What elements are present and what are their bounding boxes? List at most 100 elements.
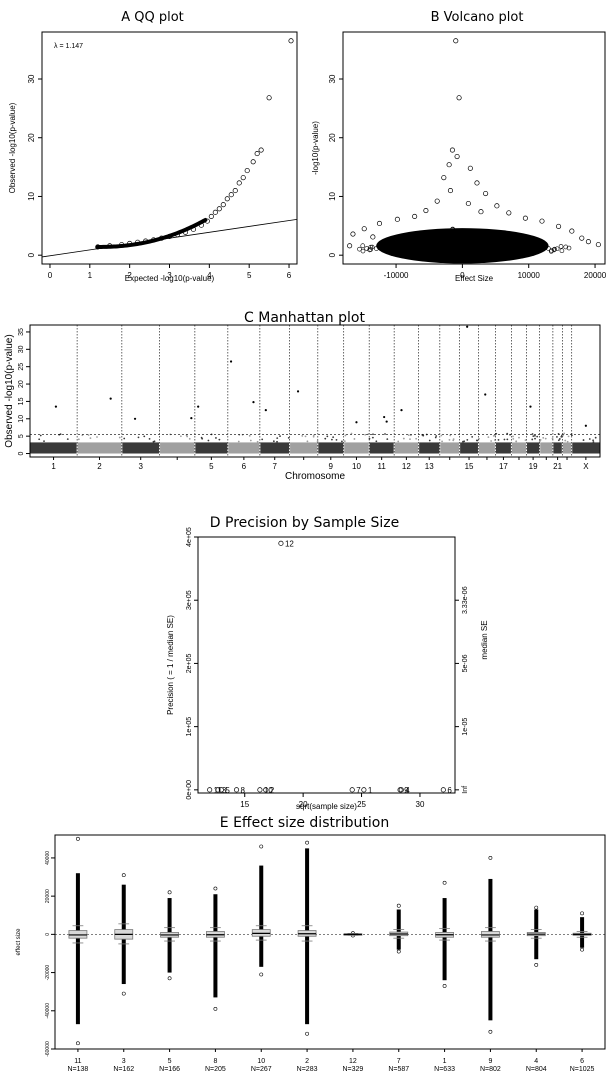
effect-y-axis-label: effect size (16, 928, 22, 956)
volcano-cloud-point (563, 244, 569, 250)
volcano-cloud-point (422, 248, 427, 253)
manhattan-x-tick-label: 9 (329, 462, 334, 471)
qq-point (204, 218, 210, 224)
volcano-cloud-point (507, 240, 512, 246)
volcano-cloud-point (551, 247, 557, 253)
manhattan-point (207, 439, 210, 442)
manhattan-point (324, 437, 327, 440)
manhattan-x-tick-label: 11 (378, 462, 387, 471)
manhattan-x-tick-label: 21 (553, 462, 562, 471)
precision-panel: D Precision by Sample Size 15 20 25 30 0e+00… (0, 510, 609, 811)
effect-outlier-max (167, 890, 172, 895)
volcano-cloud-point (471, 240, 476, 246)
manhattan-point (188, 437, 191, 440)
manhattan-point (503, 438, 506, 441)
precision-point (361, 787, 367, 793)
manhattan-y-tick-label: 0 (18, 451, 25, 455)
volcano-cloud-point (526, 244, 532, 249)
manhattan-point (77, 438, 80, 441)
effect-point-strip (488, 878, 493, 1021)
manhattan-x-tick-label: 6 (242, 462, 247, 471)
volcano-point (595, 242, 601, 248)
manhattan-peak-point (466, 325, 469, 328)
volcano-point (585, 239, 591, 245)
volcano-cloud-point (386, 244, 391, 250)
manhattan-point (364, 433, 367, 436)
manhattan-point (123, 437, 126, 440)
manhattan-point (512, 435, 514, 438)
volcano-cloud-point (404, 244, 410, 250)
effect-outlier-max (534, 905, 539, 910)
precision-point-label: 5 (225, 786, 230, 795)
manhattan-point (59, 433, 62, 436)
effect-y-tick-label: -20000 (45, 965, 51, 981)
manhattan-x-tick-label: 12 (402, 462, 411, 471)
volcano-cloud-point (546, 246, 551, 251)
effect-y-tick-label: 0 (45, 933, 51, 936)
volcano-cloud-point (357, 246, 362, 252)
precision-point (349, 787, 355, 793)
manhattan-y-tick-label: 5 (18, 434, 25, 438)
manhattan-chr-band (511, 442, 527, 454)
precision-y-tick-label: 0e+00 (186, 780, 193, 800)
volcano-point (478, 209, 484, 215)
manhattan-point (449, 434, 452, 437)
volcano-cloud-point (427, 238, 433, 244)
effect-group-label: 2 (305, 1058, 309, 1065)
manhattan-panel: C Manhattan plot 0 5 10 15 20 25 30 35 Observed … (0, 305, 609, 490)
manhattan-point (279, 435, 281, 438)
qq-point (190, 226, 196, 232)
effect-group-n: N=802 (480, 1066, 501, 1073)
manhattan-x-tick-label: 5 (209, 462, 214, 471)
manhattan-x-tick-label: 2 (97, 462, 102, 471)
volcano-cloud-point (388, 247, 394, 253)
manhattan-point (58, 433, 61, 436)
volcano-y-tick-label: 0 (328, 252, 337, 257)
manhattan-point (463, 440, 466, 443)
precision-y-right-axis-label: median SE (480, 620, 489, 659)
manhattan-chr-band (572, 442, 600, 454)
manhattan-point (261, 438, 264, 441)
volcano-cloud-point (498, 233, 503, 239)
volcano-cloud-point (417, 243, 423, 249)
precision-point (207, 787, 213, 793)
volcano-cloud-point (418, 243, 424, 249)
volcano-cloud-point (407, 236, 412, 242)
manhattan-point (66, 438, 69, 441)
effect-group-label: 11 (74, 1058, 81, 1065)
precision-point-label: 6 (447, 786, 452, 795)
volcano-cloud-point (411, 236, 417, 242)
volcano-cloud-point (516, 248, 522, 254)
effect-outlier-max (76, 836, 80, 841)
manhattan-x-tick-label: 17 (499, 462, 508, 471)
precision-y-tick-label: 4e+05 (186, 527, 193, 547)
qq-point (95, 244, 101, 250)
qq-reference-line (41, 218, 298, 258)
volcano-cloud-point (459, 232, 465, 238)
manhattan-point (567, 435, 570, 438)
effect-outlier-max (442, 880, 447, 885)
volcano-point (483, 190, 489, 197)
qq-point (240, 175, 246, 181)
qq-point (228, 192, 234, 198)
volcano-point (441, 175, 447, 181)
manhattan-point (435, 435, 438, 437)
manhattan-point (544, 437, 547, 440)
qq-point (166, 233, 173, 239)
volcano-cloud-point (426, 239, 432, 245)
manhattan-point (448, 438, 451, 441)
manhattan-chr-band (527, 442, 540, 454)
precision-point-label: 12 (285, 539, 294, 548)
volcano-point (569, 228, 575, 234)
volcano-cloud-point (433, 234, 438, 240)
manhattan-point (452, 439, 455, 442)
volcano-cloud-point (454, 230, 460, 236)
manhattan-chr-band (478, 442, 495, 454)
volcano-y-tick-label: 20 (328, 133, 337, 142)
manhattan-point (563, 432, 566, 435)
volcano-cloud-point (425, 234, 431, 240)
volcano-cloud-point (453, 238, 459, 243)
volcano-cloud-point (447, 233, 453, 238)
effect-group-n: N=205 (205, 1066, 226, 1073)
manhattan-point (301, 435, 304, 437)
